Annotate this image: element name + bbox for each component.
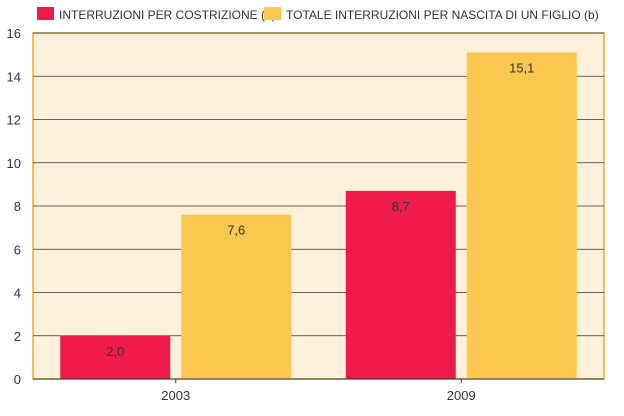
legend-label: TOTALE INTERRUZIONI PER NASCITA DI UN FI… (286, 8, 599, 22)
legend-swatch (264, 7, 281, 20)
x-tick-label: 2003 (161, 388, 190, 403)
legend-swatch (37, 7, 54, 20)
bar (345, 190, 456, 379)
data-label: 8,7 (392, 199, 410, 214)
y-tick-label: 8 (14, 199, 21, 214)
data-label: 2,0 (106, 344, 124, 359)
bars (60, 52, 577, 380)
y-tick-label: 14 (7, 69, 21, 84)
bar (181, 214, 292, 379)
bar (466, 52, 577, 380)
legend-label: INTERRUZIONI PER COSTRIZIONE (a) (59, 8, 276, 22)
y-tick-label: 2 (14, 329, 21, 344)
data-labels: 2,0 7,6 8,7 15,1 (106, 60, 534, 358)
x-tick-label: 2009 (447, 388, 476, 403)
y-axis-ticks: 0 2 4 6 8 10 12 14 16 (7, 26, 21, 387)
y-tick-label: 4 (14, 286, 21, 301)
y-tick-label: 16 (7, 26, 21, 41)
bar (60, 335, 171, 379)
data-label: 15,1 (509, 60, 534, 75)
y-tick-label: 12 (7, 113, 21, 128)
y-tick-label: 6 (14, 242, 21, 257)
legend: INTERRUZIONI PER COSTRIZIONE (a) TOTALE I… (37, 7, 599, 22)
x-axis-ticks: 2003 2009 (161, 379, 476, 403)
data-label: 7,6 (227, 223, 245, 238)
y-tick-label: 10 (7, 156, 21, 171)
y-tick-label: 0 (14, 372, 21, 387)
